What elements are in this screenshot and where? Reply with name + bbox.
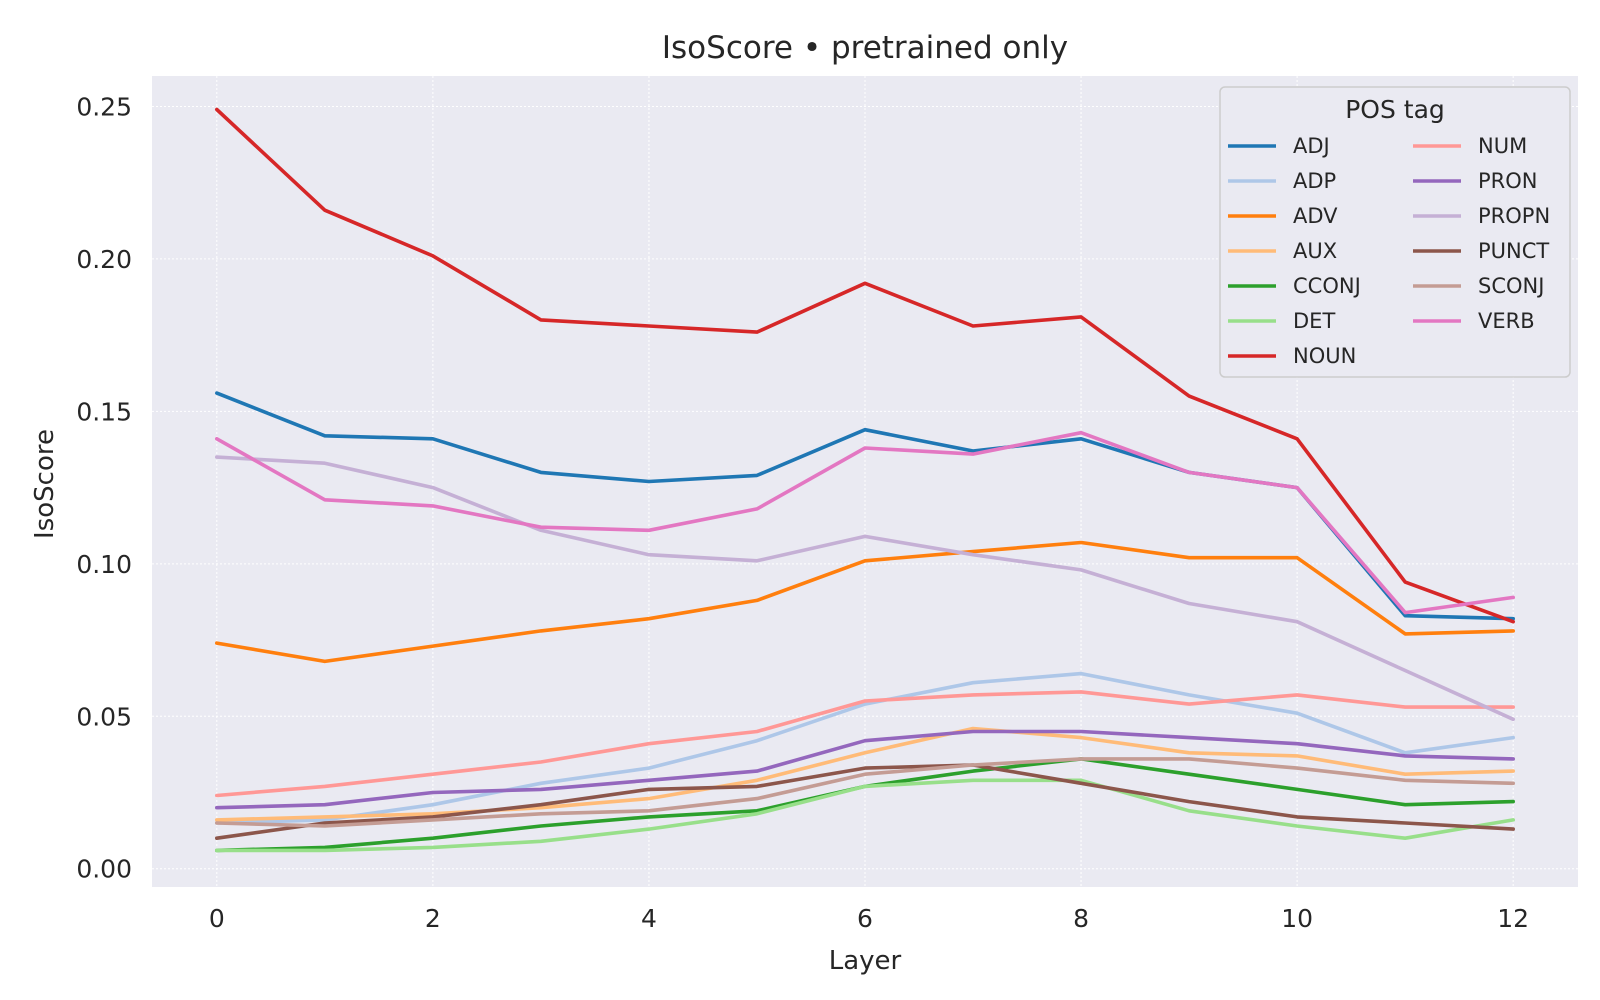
series-line-aux bbox=[215, 726, 1515, 822]
y-tick-label: 0.15 bbox=[76, 397, 132, 426]
y-tick-label: 0.25 bbox=[76, 92, 132, 121]
legend-box bbox=[1219, 86, 1571, 378]
legend-label-verb: VERB bbox=[1478, 309, 1535, 333]
series-lines bbox=[215, 107, 1515, 853]
legend-label-propn: PROPN bbox=[1478, 204, 1550, 228]
series-line-propn bbox=[215, 455, 1515, 722]
legend-label-punct: PUNCT bbox=[1478, 239, 1549, 263]
legend-label-adj: ADJ bbox=[1293, 134, 1330, 158]
legend-label-det: DET bbox=[1293, 309, 1335, 333]
y-tick-label: 0.05 bbox=[76, 702, 132, 731]
x-tick-label: 12 bbox=[1497, 904, 1529, 933]
x-tick-label: 8 bbox=[1073, 904, 1089, 933]
series-line-verb bbox=[215, 430, 1515, 615]
y-tick-label: 0.20 bbox=[76, 245, 132, 274]
series-line-det bbox=[215, 778, 1515, 853]
y-axis-ticks: 0.00 0.05 0.10 0.15 0.20 0.25 bbox=[76, 92, 132, 883]
legend-label-adv: ADV bbox=[1293, 204, 1338, 228]
legend-label-num: NUM bbox=[1478, 134, 1527, 158]
x-axis-label: Layer bbox=[829, 946, 902, 976]
legend-label-cconj: CCONJ bbox=[1293, 274, 1361, 298]
x-tick-label: 6 bbox=[857, 904, 873, 933]
series-line-num bbox=[215, 690, 1515, 798]
y-axis-label: IsoScore bbox=[30, 429, 60, 539]
y-tick-label: 0.00 bbox=[76, 855, 132, 884]
x-tick-label: 4 bbox=[641, 904, 657, 933]
series-line-noun bbox=[215, 107, 1515, 624]
x-tick-label: 0 bbox=[209, 904, 225, 933]
chart-title: IsoScore • pretrained only bbox=[662, 30, 1068, 66]
series-line-adp bbox=[215, 671, 1515, 825]
y-tick-label: 0.10 bbox=[76, 550, 132, 579]
legend: POS tag ADJ ADP ADV AUX CCONJ DET NOUN NUM PRON P… bbox=[1219, 86, 1571, 378]
legend-label-adp: ADP bbox=[1293, 169, 1336, 193]
legend-label-aux: AUX bbox=[1293, 239, 1337, 263]
legend-label-noun: NOUN bbox=[1293, 344, 1356, 368]
legend-title: POS tag bbox=[1345, 95, 1445, 124]
legend-label-pron: PRON bbox=[1478, 169, 1538, 193]
x-tick-label: 2 bbox=[425, 904, 441, 933]
series-line-sconj bbox=[215, 757, 1515, 828]
x-tick-label: 10 bbox=[1281, 904, 1313, 933]
series-line-pron bbox=[215, 729, 1515, 810]
series-line-punct bbox=[215, 763, 1515, 841]
series-line-adv bbox=[215, 540, 1515, 664]
x-axis-ticks: 0 2 4 6 8 10 12 bbox=[209, 904, 1529, 933]
legend-label-sconj: SCONJ bbox=[1478, 274, 1544, 298]
legend-items: ADJ ADP ADV AUX CCONJ DET NOUN NUM PRON PROPN PUNC… bbox=[1228, 134, 1550, 368]
